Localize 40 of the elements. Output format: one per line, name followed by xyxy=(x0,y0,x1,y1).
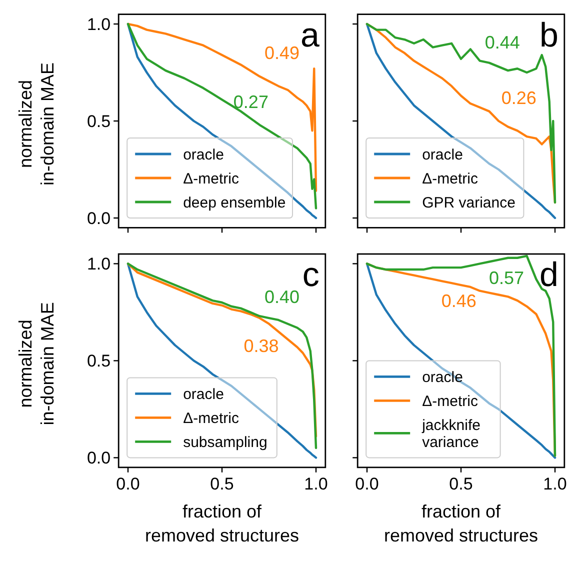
legend-label: oracle xyxy=(422,368,463,386)
legend-label: Δ-metric xyxy=(183,410,240,427)
x-axis-title: fraction of removed structures xyxy=(144,501,300,546)
annotation: 0.57 xyxy=(488,268,524,288)
legend-label: Δ-metric xyxy=(183,170,240,188)
annotation: 0.40 xyxy=(264,286,300,307)
annotation: 0.44 xyxy=(484,32,520,52)
y-axis-title: normalized in-domain MAE xyxy=(16,62,58,186)
legend-label: deep ensemble xyxy=(183,194,286,212)
legend-label: jackknife variance xyxy=(421,416,480,451)
annotation: 0.26 xyxy=(501,88,536,108)
annotation: 0.38 xyxy=(244,336,279,356)
x-tick-label: 0.0 xyxy=(355,474,379,494)
annotation: d xyxy=(539,256,558,294)
y-tick-label: 0.5 xyxy=(86,352,111,371)
x-tick-label: 0.0 xyxy=(116,474,140,494)
y-axis-title: normalized in-domain MAE xyxy=(16,302,58,426)
y-tick-label: 1.0 xyxy=(86,14,111,34)
y-tick-label: 0.5 xyxy=(86,112,111,131)
legend-label: oracle xyxy=(422,146,463,164)
y-tick-label: 0.0 xyxy=(86,208,111,228)
annotation: a xyxy=(300,16,320,54)
legend-label: Δ-metric xyxy=(422,392,478,410)
legend-label: subsampling xyxy=(183,434,268,451)
x-tick-label: 1.0 xyxy=(543,474,567,494)
annotation: b xyxy=(539,16,558,54)
annotation: 0.49 xyxy=(264,43,300,64)
x-axis-title: fraction of removed structures xyxy=(384,501,538,546)
x-tick-label: 0.5 xyxy=(449,474,473,494)
annotation: 0.46 xyxy=(441,291,476,312)
annotation: 0.27 xyxy=(233,92,268,112)
annotation: c xyxy=(302,256,320,294)
x-tick-label: 1.0 xyxy=(304,474,328,494)
legend-label: GPR variance xyxy=(422,194,516,212)
legend-label: Δ-metric xyxy=(422,170,478,188)
legend-label: oracle xyxy=(183,146,224,164)
legend-label: oracle xyxy=(183,386,224,403)
y-tick-label: 0.0 xyxy=(86,448,111,468)
x-tick-label: 0.5 xyxy=(210,474,234,494)
y-tick-label: 1.0 xyxy=(86,254,111,274)
